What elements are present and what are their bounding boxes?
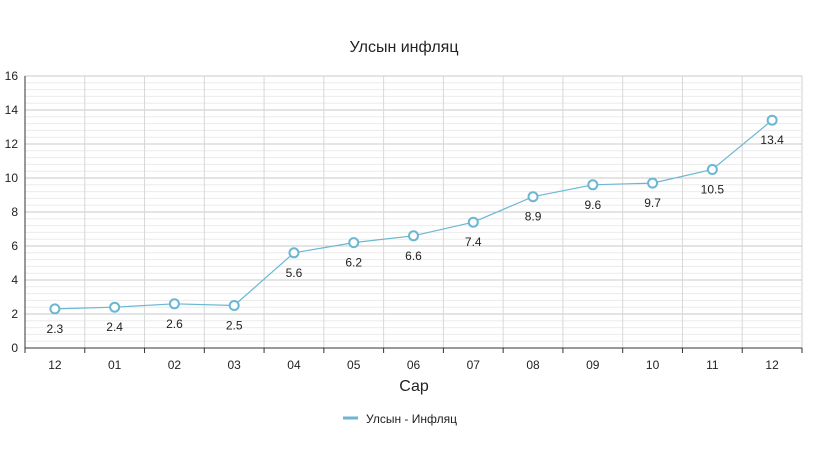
data-label: 2.6 xyxy=(166,317,183,331)
y-tick-label: 6 xyxy=(11,239,18,253)
x-tick-label: 09 xyxy=(586,358,600,372)
y-tick-label: 2 xyxy=(11,307,18,321)
data-point[interactable] xyxy=(647,177,659,189)
y-axis-ticks: 0 2 4 6 8 10 12 14 16 xyxy=(5,69,19,355)
x-tick-label: 06 xyxy=(407,358,421,372)
y-tick-label: 16 xyxy=(5,69,19,83)
x-tick-label: 12 xyxy=(765,358,779,372)
data-point[interactable] xyxy=(467,216,479,228)
data-label: 9.6 xyxy=(584,198,601,212)
data-point[interactable] xyxy=(527,191,539,203)
legend-label: Улсын - Инфляц xyxy=(366,412,457,426)
axes xyxy=(24,76,802,349)
data-point[interactable] xyxy=(109,301,121,313)
data-point[interactable] xyxy=(348,237,360,249)
x-tick-label: 02 xyxy=(168,358,182,372)
x-tick-label: 08 xyxy=(526,358,540,372)
data-label: 6.6 xyxy=(405,249,422,263)
data-label: 6.2 xyxy=(345,256,362,270)
chart-title: Улсын инфляц xyxy=(350,39,459,56)
data-point[interactable] xyxy=(766,114,778,126)
x-axis-title: Сар xyxy=(399,378,429,395)
data-point[interactable] xyxy=(288,247,300,259)
data-label: 10.5 xyxy=(701,183,725,197)
data-point[interactable] xyxy=(587,179,599,191)
data-label: 2.5 xyxy=(226,319,243,333)
x-tick-label: 04 xyxy=(287,358,301,372)
data-labels-group: 2.3 2.4 2.6 2.5 5.6 6.2 6.6 7.4 8.9 9.6 9.7 10.5 13.… xyxy=(47,133,785,336)
x-tick-label: 12 xyxy=(48,358,62,372)
x-tick-label: 11 xyxy=(706,358,719,372)
x-tick-label: 10 xyxy=(646,358,660,372)
data-label: 5.6 xyxy=(286,266,303,280)
y-tick-label: 10 xyxy=(5,171,19,185)
minor-gridlines xyxy=(25,82,802,342)
data-point[interactable] xyxy=(706,164,718,175)
data-point[interactable] xyxy=(49,303,61,315)
x-tick-label: 07 xyxy=(467,358,481,372)
x-tick-label: 01 xyxy=(108,358,122,372)
data-point[interactable] xyxy=(168,298,180,310)
data-label: 2.3 xyxy=(47,322,64,336)
data-label: 7.4 xyxy=(465,235,482,249)
x-axis-ticks: 12 01 02 03 04 05 06 07 08 09 10 11 12 xyxy=(24,348,803,372)
y-tick-label: 4 xyxy=(11,273,18,287)
y-tick-label: 12 xyxy=(5,137,19,151)
x-tick-label: 03 xyxy=(228,358,242,372)
data-label: 13.4 xyxy=(760,133,784,147)
y-tick-label: 14 xyxy=(5,103,19,117)
data-label: 2.4 xyxy=(106,320,123,334)
y-tick-label: 0 xyxy=(11,341,18,355)
data-point[interactable] xyxy=(228,300,240,311)
y-tick-label: 8 xyxy=(11,205,18,219)
legend[interactable]: Улсын - Инфляц xyxy=(343,412,457,426)
x-tick-label: 05 xyxy=(347,358,361,372)
data-label: 9.7 xyxy=(644,196,661,210)
data-point[interactable] xyxy=(408,230,419,242)
data-label: 8.9 xyxy=(525,210,542,224)
series-points-group xyxy=(49,114,778,315)
